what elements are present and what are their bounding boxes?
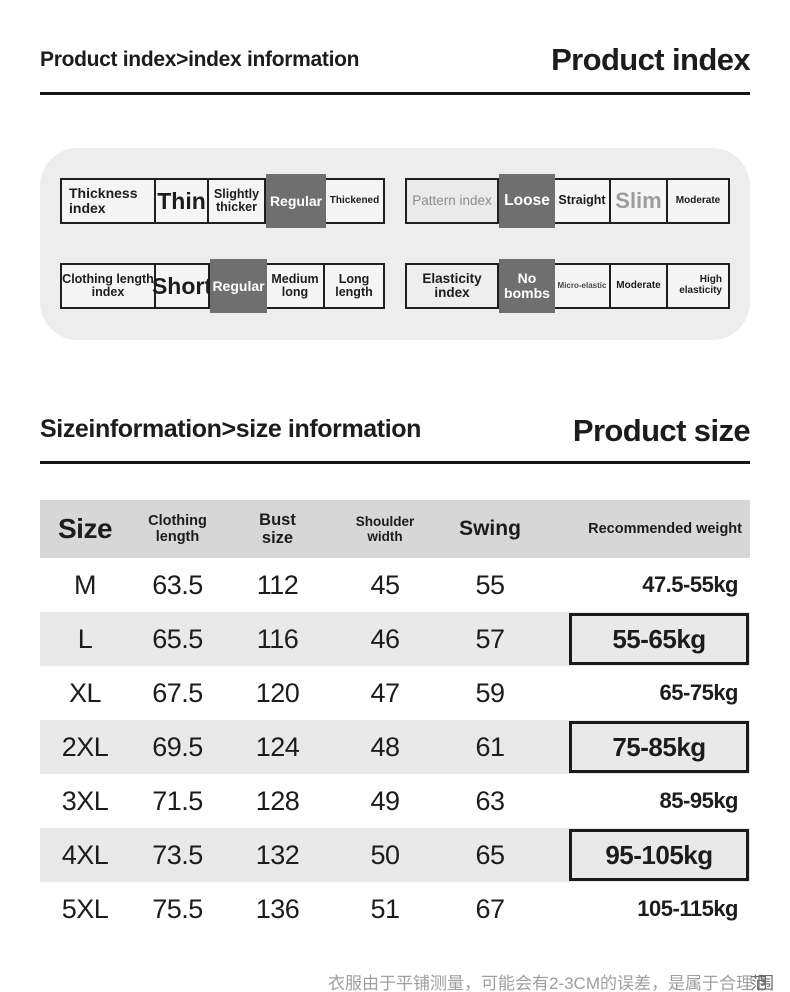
product-size-title: Product size (572, 413, 751, 448)
table-row-m: M 63.5 112 45 55 47.5-55kg (40, 558, 750, 612)
cell-recommended-weight: 65-75kg (659, 680, 739, 705)
option-slightly-thicker[interactable]: Slightly thicker (209, 178, 266, 224)
pattern-index-group: Pattern index Loose Straight Slim Modera… (405, 174, 730, 228)
cell-recommended-weight: 85-95kg (659, 788, 739, 813)
cell-clothing-length: 67.5 (152, 677, 203, 708)
thickness-index-label: Thickness index (60, 178, 156, 224)
option-loose-selected[interactable]: Loose (499, 174, 555, 228)
thickness-index-group: Thickness index Thin Slightly thicker Re… (60, 174, 385, 228)
cell-swing: 55 (475, 569, 505, 600)
cell-recommended-weight-boxed: 95-105kg (569, 829, 749, 881)
column-header-recommended-weight: Recommended weight (588, 520, 742, 537)
disclaimer-clipped-tail: 范围 (750, 974, 774, 992)
cell-clothing-length: 71.5 (152, 785, 203, 816)
cell-swing: 65 (475, 839, 505, 870)
column-header-bust-size: Bust size (259, 510, 296, 547)
cell-size: M (74, 569, 97, 600)
product-index-breadcrumb: Product index>index information (40, 48, 360, 71)
cell-size: 5XL (61, 893, 109, 924)
cell-swing: 63 (475, 785, 505, 816)
option-thickened[interactable]: Thickened (326, 178, 385, 224)
column-header-clothing-length: Clothing length (148, 512, 207, 545)
option-regular-length-selected[interactable]: Regular (210, 259, 267, 313)
table-row-xl: XL 67.5 120 47 59 65-75kg (40, 666, 750, 720)
option-slim[interactable]: Slim (611, 178, 668, 224)
cell-clothing-length: 69.5 (152, 731, 203, 762)
cell-size: 3XL (61, 785, 109, 816)
table-row-4xl: 4XL 73.5 132 50 65 95-105kg (40, 828, 750, 882)
option-no-bombs-selected[interactable]: No bombs (499, 259, 555, 313)
cell-size: 2XL (61, 731, 109, 762)
elasticity-index-label: Elasticity index (405, 263, 499, 309)
cell-shoulder: 49 (370, 785, 400, 816)
measurement-disclaimer-note: 衣服由于平铺测量，可能会有2-3CM的误差，是属于合理范围 (327, 969, 774, 992)
option-micro-elastic[interactable]: Micro-elastic (555, 263, 611, 309)
cell-bust: 128 (255, 785, 300, 816)
size-information-breadcrumb: Sizeinformation>size information (40, 415, 421, 443)
size-table: Size Clothing length Bust size Shoulder … (40, 500, 750, 936)
cell-clothing-length: 63.5 (152, 569, 203, 600)
product-index-title: Product index (551, 42, 751, 77)
column-header-shoulder-width: Shoulder width (355, 513, 415, 544)
size-table-header-row: Size Clothing length Bust size Shoulder … (40, 500, 750, 558)
divider-line (40, 92, 750, 95)
cell-size: XL (68, 677, 102, 708)
option-short[interactable]: Short (152, 263, 212, 309)
table-row-3xl: 3XL 71.5 128 49 63 85-95kg (40, 774, 750, 828)
disclaimer-text: 衣服由于平铺测量，可能会有2-3CM的误差，是属于合理 (327, 974, 753, 992)
option-medium-long[interactable]: Medium long (267, 263, 325, 309)
cell-swing: 61 (475, 731, 505, 762)
clothing-length-index-group: Clothing length index Short Regular Medi… (60, 259, 385, 313)
cell-bust: 132 (255, 839, 300, 870)
cell-clothing-length: 73.5 (152, 839, 203, 870)
cell-recommended-weight: 105-115kg (637, 896, 738, 921)
clothing-length-index-label: Clothing length index (60, 263, 156, 309)
divider-line (40, 461, 750, 464)
cell-clothing-length: 65.5 (152, 623, 203, 654)
cell-bust: 112 (256, 569, 299, 600)
elasticity-index-group: Elasticity index No bombs Micro-elastic … (405, 259, 730, 313)
cell-swing: 67 (475, 893, 505, 924)
option-thin[interactable]: Thin (156, 178, 209, 224)
option-moderate-pattern[interactable]: Moderate (668, 178, 730, 224)
column-header-swing: Swing (459, 517, 521, 541)
cell-recommended-weight-boxed: 55-65kg (569, 613, 749, 665)
option-long-length[interactable]: Long length (325, 263, 385, 309)
option-moderate-elasticity[interactable]: Moderate (611, 263, 668, 309)
pattern-index-label: Pattern index (405, 178, 499, 224)
cell-clothing-length: 75.5 (152, 893, 203, 924)
cell-size: 4XL (61, 839, 109, 870)
option-regular-thickness-selected[interactable]: Regular (266, 174, 326, 228)
cell-shoulder: 46 (370, 623, 400, 654)
cell-shoulder: 50 (370, 839, 400, 870)
cell-shoulder: 45 (370, 569, 400, 600)
cell-size: L (77, 623, 93, 654)
table-row-l: L 65.5 116 46 57 55-65kg (40, 612, 750, 666)
cell-recommended-weight: 47.5-55kg (642, 572, 738, 597)
table-row-2xl: 2XL 69.5 124 48 61 75-85kg (40, 720, 750, 774)
index-panel: Thickness index Thin Slightly thicker Re… (40, 148, 750, 340)
cell-bust: 116 (256, 623, 299, 654)
cell-shoulder: 48 (370, 731, 400, 762)
cell-shoulder: 47 (370, 677, 400, 708)
cell-bust: 120 (255, 677, 300, 708)
cell-bust: 124 (255, 731, 300, 762)
cell-recommended-weight-boxed: 75-85kg (569, 721, 749, 773)
cell-shoulder: 51 (370, 893, 400, 924)
cell-bust: 136 (255, 893, 300, 924)
option-high-elasticity[interactable]: High elasticity (668, 263, 730, 309)
option-straight[interactable]: Straight (555, 178, 611, 224)
cell-swing: 59 (475, 677, 505, 708)
cell-swing: 57 (475, 623, 505, 654)
column-header-size: Size (57, 513, 113, 545)
table-row-5xl: 5XL 75.5 136 51 67 105-115kg (40, 882, 750, 936)
